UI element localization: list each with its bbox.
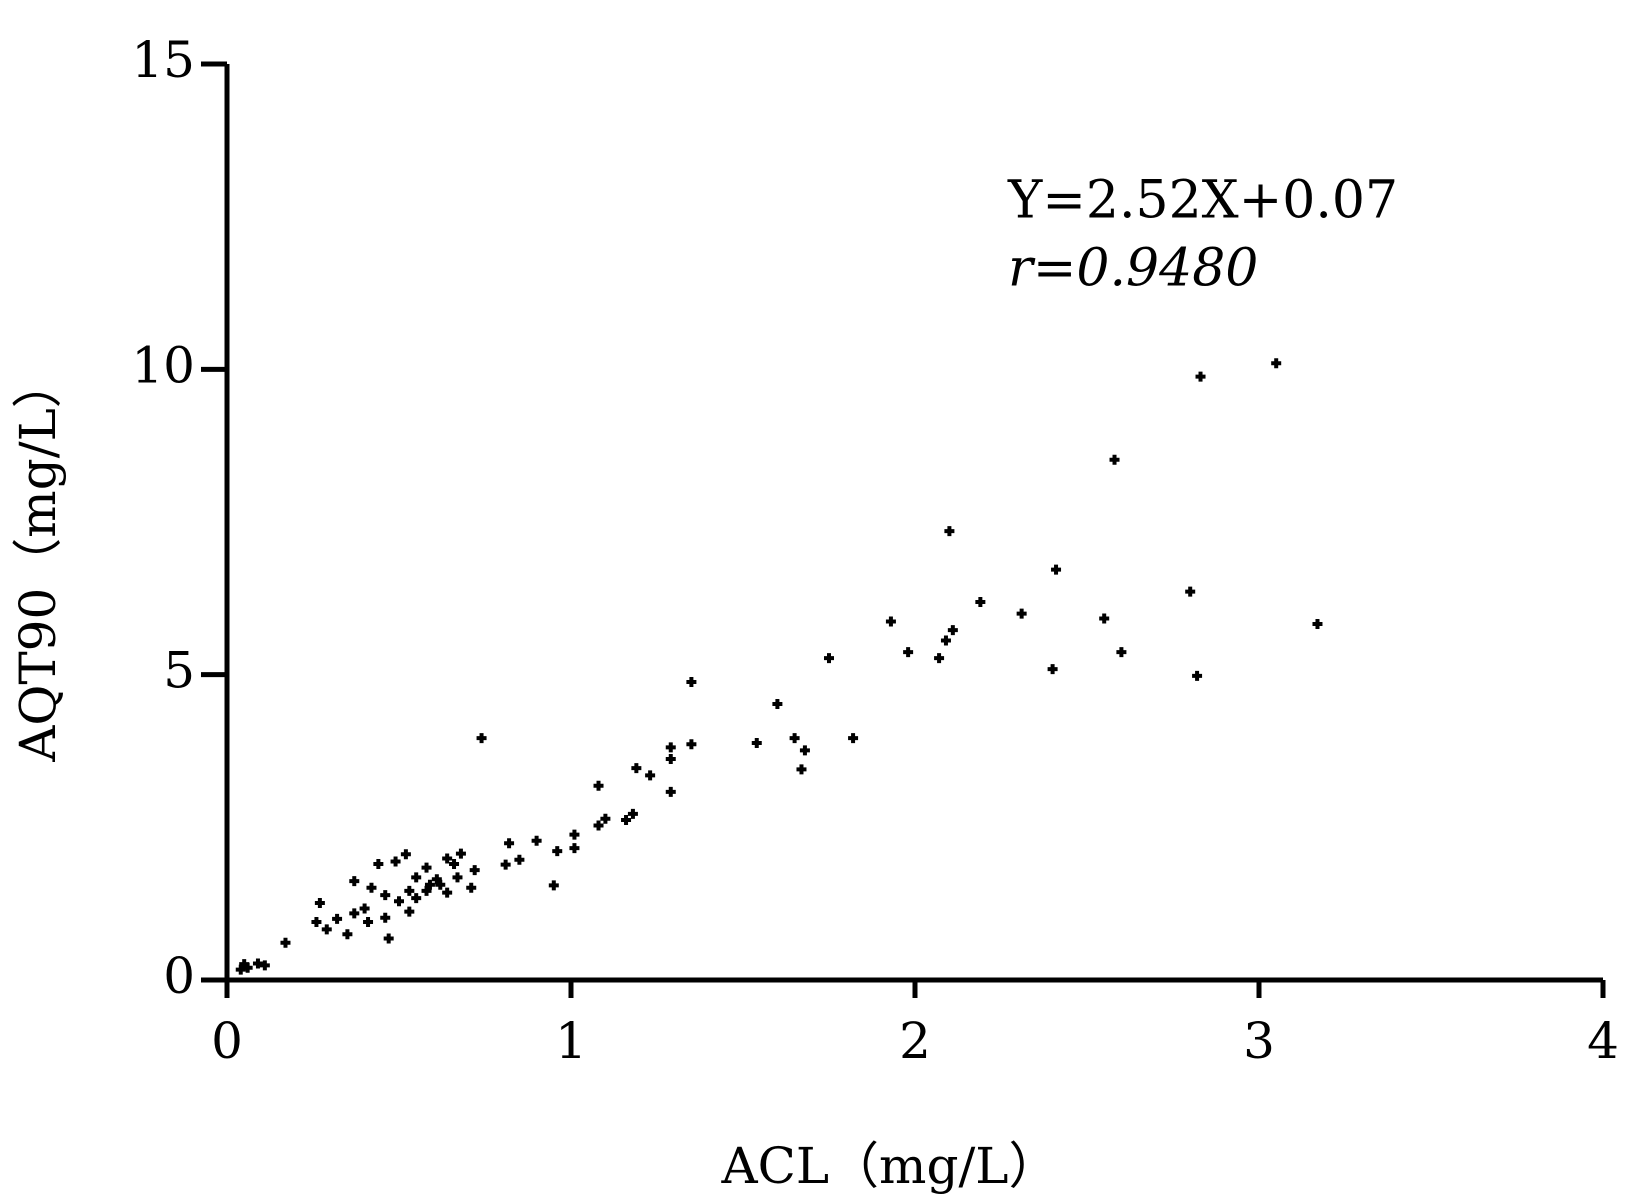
point [975, 596, 986, 607]
point [400, 849, 411, 860]
point [947, 625, 958, 636]
point [411, 872, 422, 883]
point [1312, 618, 1323, 629]
point [424, 879, 435, 890]
point [665, 753, 676, 764]
x-tick-label: 1 [555, 1012, 587, 1070]
point [404, 906, 415, 917]
point [1047, 664, 1058, 675]
point [442, 887, 453, 898]
point [552, 846, 563, 857]
point [349, 908, 360, 919]
point [435, 879, 446, 890]
annotation: Y=2.52X+0.07 [1007, 171, 1398, 231]
point [280, 937, 291, 948]
point [627, 808, 638, 819]
y-tick-label: 15 [131, 31, 195, 89]
point [789, 733, 800, 744]
point [796, 764, 807, 775]
x-tick-label: 2 [899, 1012, 931, 1070]
point [452, 872, 463, 883]
point [314, 898, 325, 909]
point [332, 913, 343, 924]
point [363, 916, 374, 927]
point [421, 885, 432, 896]
point [466, 882, 477, 893]
point [421, 862, 432, 873]
y-tick-label: 5 [163, 642, 195, 700]
point [1195, 371, 1206, 382]
point [373, 858, 384, 869]
x-axis-label: ACL（mg/L） [720, 1137, 1058, 1195]
point [476, 733, 487, 744]
point [380, 912, 391, 923]
point [1185, 586, 1196, 597]
point [548, 880, 559, 891]
point [1192, 670, 1203, 681]
point [1051, 564, 1062, 575]
annotation: r=0.9480 [1008, 239, 1258, 299]
point [621, 815, 632, 826]
point [799, 745, 810, 756]
point [593, 820, 604, 831]
point [390, 856, 401, 867]
point [569, 829, 580, 840]
point [1109, 454, 1120, 465]
point [404, 885, 415, 896]
point [686, 739, 697, 750]
point [349, 876, 360, 887]
point [359, 903, 370, 914]
point [848, 733, 859, 744]
point [934, 653, 945, 664]
point [665, 742, 676, 753]
point [431, 874, 442, 885]
point [259, 960, 270, 971]
point [686, 676, 697, 687]
point [500, 859, 511, 870]
point [885, 616, 896, 627]
point [321, 924, 332, 935]
point [383, 933, 394, 944]
point [1016, 608, 1027, 619]
point [239, 959, 250, 970]
point [569, 843, 580, 854]
point [342, 929, 353, 940]
point [411, 893, 422, 904]
x-tick-label: 3 [1243, 1012, 1275, 1070]
point [940, 635, 951, 646]
x-tick-label: 0 [211, 1012, 243, 1070]
point [531, 835, 542, 846]
point [442, 853, 453, 864]
point [751, 738, 762, 749]
point [311, 916, 322, 927]
point [645, 770, 656, 781]
point [514, 854, 525, 865]
point [1099, 613, 1110, 624]
point [600, 813, 611, 824]
point [366, 882, 377, 893]
point [455, 848, 466, 859]
point [593, 780, 604, 791]
point [665, 786, 676, 797]
point [903, 647, 914, 658]
point [504, 838, 515, 849]
point [1116, 647, 1127, 658]
point [469, 865, 480, 876]
point [772, 698, 783, 709]
point [824, 653, 834, 664]
point [944, 526, 955, 537]
point [235, 964, 246, 975]
y-tick-label: 10 [131, 336, 195, 394]
point [449, 858, 460, 869]
point [394, 896, 404, 907]
point [1271, 358, 1282, 369]
x-tick-label: 4 [1587, 1012, 1619, 1070]
point [631, 763, 642, 774]
y-axis-label: AQT90（mg/L） [9, 358, 67, 763]
y-tick-label: 0 [163, 947, 195, 1005]
point [380, 890, 391, 901]
